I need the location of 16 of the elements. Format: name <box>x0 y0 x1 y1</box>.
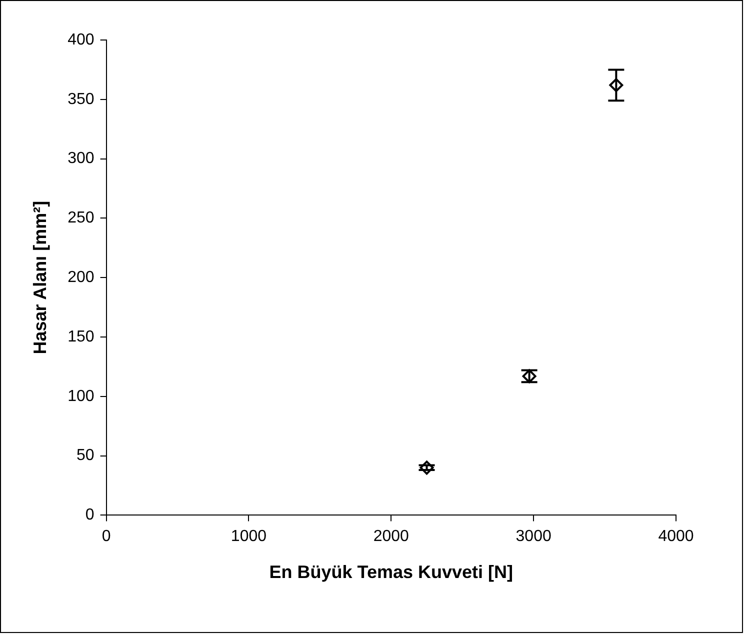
y-tick-label: 50 <box>76 447 94 464</box>
y-tick-label: 150 <box>68 328 94 346</box>
y-axis-title: Hasar Alanı [mm²] <box>30 200 50 354</box>
x-tick-label: 1000 <box>230 528 267 546</box>
y-tick-label: 0 <box>85 506 94 524</box>
y-tick-label: 300 <box>68 150 94 168</box>
y-tick-label: 200 <box>68 269 94 286</box>
x-tick-label: 3000 <box>516 528 552 546</box>
x-tick-label: 2000 <box>373 528 410 546</box>
y-tick-label: 400 <box>68 31 94 48</box>
x-axis-title: En Büyük Temas Kuvveti [N] <box>269 562 514 582</box>
x-tick-label: 4000 <box>658 528 694 546</box>
x-tick-label: 0 <box>102 528 111 546</box>
y-tick-label: 100 <box>68 388 94 405</box>
y-tick-label: 350 <box>68 90 94 108</box>
y-tick-label: 250 <box>68 210 94 227</box>
